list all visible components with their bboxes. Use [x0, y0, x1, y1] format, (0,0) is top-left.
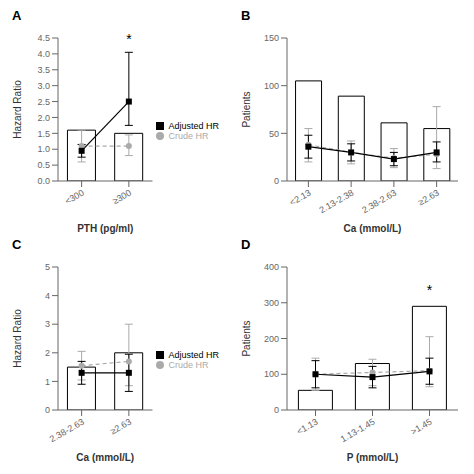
svg-text:≥2.63: ≥2.63	[109, 417, 133, 437]
svg-text:2.0: 2.0	[37, 113, 50, 123]
html-text:Crude HR: Crude HR	[168, 130, 209, 141]
svg-text:≥2.63: ≥2.63	[416, 188, 440, 208]
svg-text:0: 0	[274, 176, 279, 186]
svg-text:*: *	[126, 31, 132, 47]
html-text:Adjusted HR: Adjusted HR	[168, 120, 219, 131]
svg-text:<1.13: <1.13	[295, 417, 320, 437]
svg-text:0: 0	[274, 405, 279, 415]
svg-text:2.5: 2.5	[37, 97, 50, 107]
svg-text:4: 4	[45, 291, 50, 301]
svg-text:≥300: ≥300	[111, 188, 133, 207]
svg-text:3.0: 3.0	[37, 81, 50, 91]
svg-text:0.5: 0.5	[37, 160, 50, 170]
svg-text:PTH (pg/ml): PTH (pg/ml)	[77, 223, 133, 234]
svg-text:5: 5	[45, 262, 50, 272]
svg-text:Hazard Ratio: Hazard Ratio	[12, 80, 23, 139]
html-text:Crude HR: Crude HR	[168, 359, 209, 370]
svg-text:3: 3	[45, 319, 50, 329]
html-text:B: B	[241, 8, 251, 23]
html-text:C: C	[12, 237, 22, 252]
svg-text:200: 200	[264, 334, 279, 344]
svg-text:300: 300	[264, 298, 279, 308]
svg-text:3.5: 3.5	[37, 65, 50, 75]
svg-text:Patients: Patients	[241, 91, 252, 127]
svg-text:<300: <300	[63, 188, 86, 207]
html-text:A: A	[12, 8, 22, 23]
svg-text:100: 100	[264, 369, 279, 379]
svg-text:Ca (mmol/L): Ca (mmol/L)	[344, 223, 402, 234]
svg-text:1.5: 1.5	[37, 129, 50, 139]
svg-text:50: 50	[269, 129, 279, 139]
html-text:Adjusted HR: Adjusted HR	[168, 349, 219, 360]
svg-text:2.38-2.63: 2.38-2.63	[360, 188, 398, 216]
svg-text:400: 400	[264, 262, 279, 272]
svg-text:2.38-2.63: 2.38-2.63	[48, 417, 86, 445]
svg-text:0: 0	[45, 405, 50, 415]
svg-text:1: 1	[45, 377, 50, 387]
svg-text:Ca (mmol/L): Ca (mmol/L)	[76, 452, 134, 463]
svg-text:Patients: Patients	[241, 320, 252, 356]
svg-text:<2.13: <2.13	[288, 188, 313, 208]
svg-text:2: 2	[45, 348, 50, 358]
svg-text:*: *	[427, 282, 433, 298]
svg-text:0.0: 0.0	[37, 176, 50, 186]
svg-text:1.13-1.45: 1.13-1.45	[339, 417, 377, 445]
svg-text:100: 100	[264, 81, 279, 91]
html-text:D: D	[241, 237, 251, 252]
svg-text:1.0: 1.0	[37, 144, 50, 154]
svg-text:2.13-2.38: 2.13-2.38	[317, 188, 355, 216]
svg-text:150: 150	[264, 33, 279, 43]
svg-text:4.0: 4.0	[37, 49, 50, 59]
svg-text:Hazard Ratio: Hazard Ratio	[12, 309, 23, 368]
svg-text:4.5: 4.5	[37, 33, 50, 43]
svg-text:P (mmol/L): P (mmol/L)	[347, 452, 398, 463]
svg-text:>1.45: >1.45	[409, 417, 434, 437]
